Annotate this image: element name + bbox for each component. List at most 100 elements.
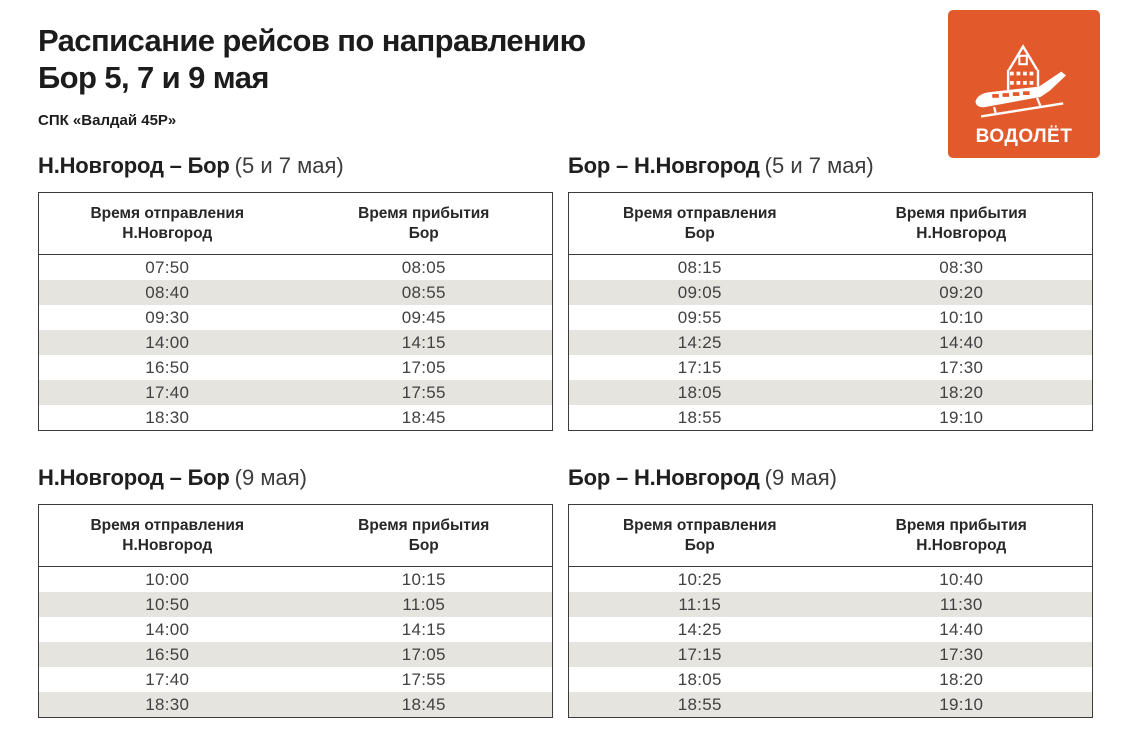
time-cell: 14:15 (401, 333, 446, 352)
table-row: 14:00 14:15 (38, 330, 553, 355)
section-title: Н.Новгород – Бор (5 и 7 мая) (38, 153, 553, 179)
departure-column-header: Время отправления Бор (622, 517, 777, 554)
time-cell: 07:50 (145, 258, 190, 277)
time-cell: 18:20 (939, 383, 984, 402)
header-row: Время отправления Н.Новгород Время прибы… (38, 193, 553, 255)
table-row: 11:15 11:30 (568, 592, 1093, 617)
arrival-column-header: Время прибытия Н.Новгород (895, 517, 1027, 554)
time-cell: 14:40 (939, 333, 984, 352)
time-cell: 18:55 (677, 408, 722, 427)
timetable: Время отправления Бор Время прибытия Н.Н… (568, 192, 1093, 431)
page-title-line1: Расписание рейсов по направлению (38, 23, 586, 58)
table-row: 10:50 11:05 (38, 592, 553, 617)
time-cell: 18:30 (145, 408, 190, 427)
route-name: Н.Новгород – Бор (38, 153, 230, 178)
time-cell: 10:15 (401, 570, 446, 589)
departure-column-header: Время отправления Н.Новгород (90, 517, 245, 554)
timetable: Время отправления Н.Новгород Время прибы… (38, 504, 553, 718)
table-row: 17:15 17:30 (569, 355, 1093, 380)
time-cell: 10:00 (145, 570, 190, 589)
time-cell: 11:30 (939, 595, 983, 614)
section-title: Н.Новгород – Бор (9 мая) (38, 465, 553, 491)
departure-column-header: Время отправления Бор (622, 205, 777, 242)
arrival-column-header: Время прибытия Бор (358, 517, 490, 554)
section-title: Бор – Н.Новгород (5 и 7 мая) (568, 153, 1093, 179)
schedule-section-bor-nn-5-7: Бор – Н.Новгород (5 и 7 мая) Время отправ… (568, 153, 1093, 431)
table-row: 08:40 08:55 (38, 280, 553, 305)
time-cell: 10:50 (145, 595, 190, 614)
schedule-sections: Н.Новгород – Бор (5 и 7 мая) Время отправ… (38, 153, 1093, 718)
time-cell: 09:30 (145, 308, 190, 327)
time-cell: 09:05 (677, 283, 722, 302)
time-cell: 18:05 (677, 383, 722, 402)
table-row: 18:30 18:45 (39, 405, 553, 431)
time-cell: 16:50 (145, 358, 190, 377)
time-cell: 18:55 (677, 695, 722, 714)
table-row: 10:25 10:40 (569, 567, 1093, 593)
table-row: 08:15 08:30 (569, 255, 1093, 281)
time-cell: 18:30 (145, 695, 190, 714)
table-row: 09:05 09:20 (568, 280, 1093, 305)
time-cell: 08:40 (145, 283, 190, 302)
page-header: Расписание рейсов по направлению Бор 5, … (0, 0, 1124, 129)
arrival-column-header: Время прибытия Н.Новгород (895, 205, 1027, 242)
time-cell: 18:20 (939, 670, 984, 689)
time-cell: 17:40 (145, 670, 190, 689)
time-cell: 09:20 (939, 283, 984, 302)
table-row: 17:40 17:55 (38, 380, 553, 405)
time-cell: 17:55 (401, 383, 446, 402)
table-row: 09:30 09:45 (39, 305, 553, 330)
departure-column-header: Время отправления Н.Новгород (90, 205, 245, 242)
table-row: 09:55 10:10 (569, 305, 1093, 330)
time-cell: 17:05 (401, 645, 446, 664)
route-dates: (5 и 7 мая) (764, 153, 874, 178)
timetable: Время отправления Бор Время прибытия Н.Н… (568, 504, 1093, 718)
time-cell: 18:45 (401, 408, 446, 427)
time-cell: 17:40 (145, 383, 190, 402)
time-cell: 14:15 (401, 620, 446, 639)
table-row: 18:30 18:45 (38, 692, 553, 718)
time-cell: 11:05 (402, 595, 446, 614)
header-row: Время отправления Бор Время прибытия Н.Н… (568, 193, 1093, 255)
table-row: 14:00 14:15 (39, 617, 553, 642)
arrival-column-header: Время прибытия Бор (358, 205, 490, 242)
logo-wordmark: ВОДОЛЁТ (975, 126, 1073, 147)
time-cell: 17:15 (677, 358, 722, 377)
table-row: 18:55 19:10 (568, 692, 1093, 718)
table-row: 17:15 17:30 (568, 642, 1093, 667)
time-cell: 18:45 (401, 695, 446, 714)
time-cell: 10:10 (939, 308, 984, 327)
table-row: 18:55 19:10 (569, 405, 1093, 431)
time-cell: 18:05 (677, 670, 722, 689)
time-cell: 19:10 (939, 408, 984, 427)
time-cell: 14:40 (939, 620, 984, 639)
section-title: Бор – Н.Новгород (9 мая) (568, 465, 1093, 491)
time-cell: 09:55 (677, 308, 722, 327)
table-row: 10:00 10:15 (39, 567, 553, 593)
route-dates: (5 и 7 мая) (234, 153, 344, 178)
schedule-section-nn-bor-9: Н.Новгород – Бор (9 мая) Время отправлени… (38, 465, 553, 718)
page-title: Расписание рейсов по направлению Бор 5, … (38, 22, 924, 96)
table-row: 18:05 18:20 (568, 380, 1093, 405)
time-cell: 08:55 (401, 283, 446, 302)
route-name: Н.Новгород – Бор (38, 465, 230, 490)
time-cell: 08:30 (939, 258, 984, 277)
route-dates: (9 мая) (764, 465, 837, 490)
route-name: Бор – Н.Новгород (568, 153, 760, 178)
time-cell: 10:40 (939, 570, 984, 589)
time-cell: 14:00 (145, 333, 190, 352)
vodolet-logo: ВОДОЛЁТ (948, 10, 1100, 158)
time-cell: 11:15 (678, 595, 722, 614)
time-cell: 08:05 (401, 258, 446, 277)
time-cell: 17:55 (401, 670, 446, 689)
vessel-subtitle: СПК «Валдай 45Р» (38, 112, 177, 129)
time-cell: 17:05 (401, 358, 446, 377)
table-row: 16:50 17:05 (38, 642, 553, 667)
time-cell: 17:15 (677, 645, 722, 664)
page-title-line2: Бор 5, 7 и 9 мая (38, 60, 269, 95)
time-cell: 09:45 (401, 308, 446, 327)
time-cell: 08:15 (677, 258, 722, 277)
header-row: Время отправления Бор Время прибытия Н.Н… (568, 505, 1093, 567)
schedule-section-bor-nn-9: Бор – Н.Новгород (9 мая) Время отправлени… (568, 465, 1093, 718)
